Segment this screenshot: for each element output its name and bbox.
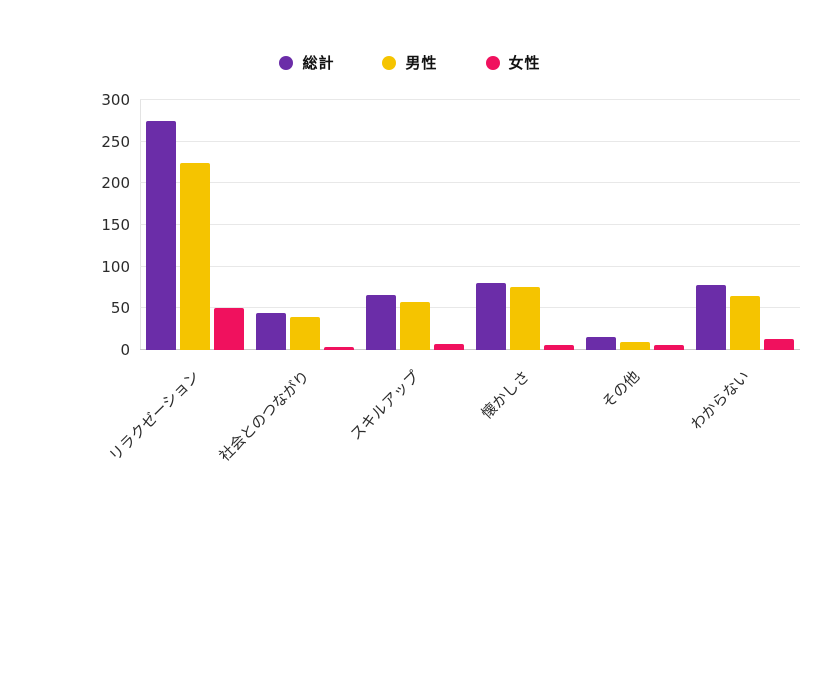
legend-label: 総計 (302, 54, 335, 72)
gridline (140, 307, 800, 309)
bar (180, 163, 210, 350)
bar (730, 295, 760, 350)
legend-swatch-icon (382, 55, 397, 70)
bar (214, 308, 244, 350)
gridline (140, 99, 800, 100)
bar (510, 286, 540, 350)
y-tick-label: 300 (101, 91, 130, 109)
bar-group (476, 100, 574, 350)
bar (146, 120, 176, 350)
bar-group (256, 100, 354, 350)
plot-area (140, 99, 800, 350)
bar (764, 339, 794, 350)
legend-item: 女性 (485, 52, 541, 73)
y-tick-label: 200 (101, 174, 130, 193)
bar (366, 295, 396, 350)
legend-item: 男性 (382, 52, 437, 73)
bar (696, 285, 726, 350)
chart-legend: 総計 男性 女性 (0, 52, 820, 73)
y-tick-label: 0 (120, 341, 130, 359)
y-tick-label: 250 (101, 132, 130, 151)
legend-swatch-icon (279, 55, 294, 70)
bar (256, 313, 286, 350)
bar (400, 301, 430, 350)
bar (544, 345, 574, 350)
gridline (140, 265, 800, 267)
bar-group (586, 100, 684, 350)
y-axis-line (140, 100, 141, 350)
bar-group (146, 100, 244, 350)
bar-groups (140, 100, 800, 350)
legend-label: 男性 (405, 54, 438, 72)
bar (586, 336, 616, 350)
bar (654, 345, 684, 350)
y-tick-label: 150 (101, 216, 130, 234)
bar-group (366, 100, 464, 350)
legend-item: 総計 (279, 52, 334, 73)
legend-label: 女性 (508, 54, 541, 72)
bar-group (696, 100, 794, 350)
y-tick-label: 50 (110, 299, 130, 318)
gridline (140, 182, 800, 184)
gridline (140, 349, 800, 350)
legend-swatch-icon (485, 55, 500, 70)
bar (434, 344, 464, 350)
bar (324, 346, 354, 350)
gridline (140, 224, 800, 225)
bar (620, 341, 650, 350)
bar (476, 282, 506, 350)
y-tick-label: 100 (101, 257, 130, 276)
bar (290, 316, 320, 350)
gridline (140, 140, 800, 142)
